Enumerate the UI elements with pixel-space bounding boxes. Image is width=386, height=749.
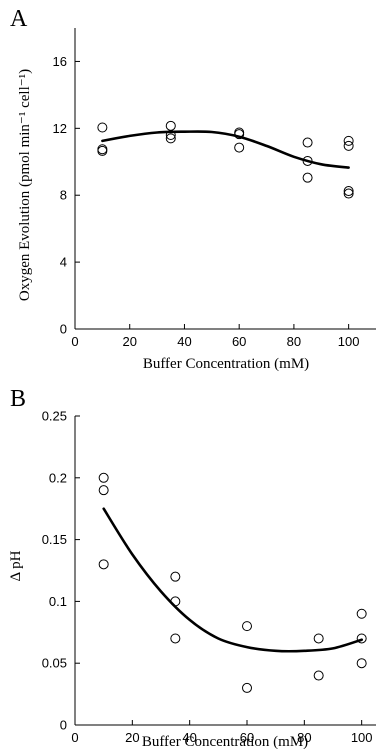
data-point <box>343 188 354 199</box>
x-tick-label: 80 <box>297 730 311 745</box>
panel-a-data-points <box>97 120 354 199</box>
y-tick-label: 12 <box>53 121 67 136</box>
y-tick-label: 4 <box>60 255 67 270</box>
data-point <box>97 122 108 133</box>
data-point <box>302 172 313 183</box>
data-point <box>97 145 108 156</box>
data-point <box>165 130 176 141</box>
data-point <box>356 658 367 669</box>
y-tick-label: 8 <box>60 188 67 203</box>
panel-a-x-ticks: 0 20 40 60 80 100 <box>71 324 359 349</box>
y-tick-label: 0.25 <box>42 409 67 424</box>
x-tick-label: 0 <box>71 334 78 349</box>
x-tick-label: 40 <box>177 334 191 349</box>
data-point <box>313 670 324 681</box>
panel-b-y-label: Δ pH <box>8 550 24 581</box>
y-tick-label: 0.1 <box>49 594 67 609</box>
data-point <box>242 621 252 632</box>
x-tick-label: 40 <box>182 730 196 745</box>
data-point <box>98 559 109 570</box>
x-tick-label: 20 <box>125 730 139 745</box>
panel-b-x-label: Buffer Concentration (mM) <box>142 734 308 749</box>
data-point <box>313 633 324 644</box>
data-point <box>356 633 367 644</box>
y-tick-label: 0.05 <box>42 656 67 671</box>
y-tick-label: 0.2 <box>49 470 67 485</box>
panel-b-x-ticks: 0 20 40 60 80 100 <box>71 720 373 745</box>
x-tick-label: 100 <box>338 334 360 349</box>
panel-b-y-ticks: 0 0.05 0.1 0.15 0.2 0.25 <box>42 409 80 733</box>
y-tick-label: 0.15 <box>42 532 67 547</box>
y-tick-label: 0 <box>60 718 67 733</box>
data-point <box>356 608 367 619</box>
data-point <box>170 633 181 644</box>
panel-b-data-points <box>98 472 367 693</box>
data-point <box>343 140 354 151</box>
x-tick-label: 80 <box>287 334 301 349</box>
x-tick-label: 0 <box>71 730 78 745</box>
data-point <box>98 472 109 483</box>
x-tick-label: 100 <box>351 730 373 745</box>
data-point <box>170 571 181 582</box>
panel-a-y-label: Oxygen Evolution (pmol min⁻¹ cell⁻¹) <box>17 69 33 301</box>
data-point <box>302 137 313 148</box>
data-point <box>343 135 354 146</box>
x-tick-label: 60 <box>232 334 246 349</box>
data-point <box>343 186 354 197</box>
y-tick-label: 0 <box>60 322 67 337</box>
panel-b-letter: B <box>10 386 26 412</box>
panel-b-fit-curve <box>102 507 363 653</box>
data-point <box>242 682 252 693</box>
panel-a-fit-curve <box>101 130 350 169</box>
x-tick-label: 20 <box>122 334 136 349</box>
panel-a-x-label: Buffer Concentration (mM) <box>143 356 309 372</box>
y-tick-label: 16 <box>53 54 67 69</box>
data-point <box>234 129 245 140</box>
data-point <box>165 120 176 131</box>
panel-a: A 0 20 40 60 80 100 0 4 8 12 16 Buffer Concentrat… <box>10 6 376 372</box>
data-point <box>234 142 245 153</box>
data-point <box>98 485 109 496</box>
panel-b: B 0 20 40 60 80 100 0 0.05 0.1 0.15 0.2 0.25 Buffe… <box>8 386 376 749</box>
data-point <box>165 133 176 144</box>
panel-a-y-ticks: 0 4 8 12 16 <box>53 54 80 337</box>
panel-a-letter: A <box>10 6 28 32</box>
x-tick-label: 60 <box>240 730 254 745</box>
